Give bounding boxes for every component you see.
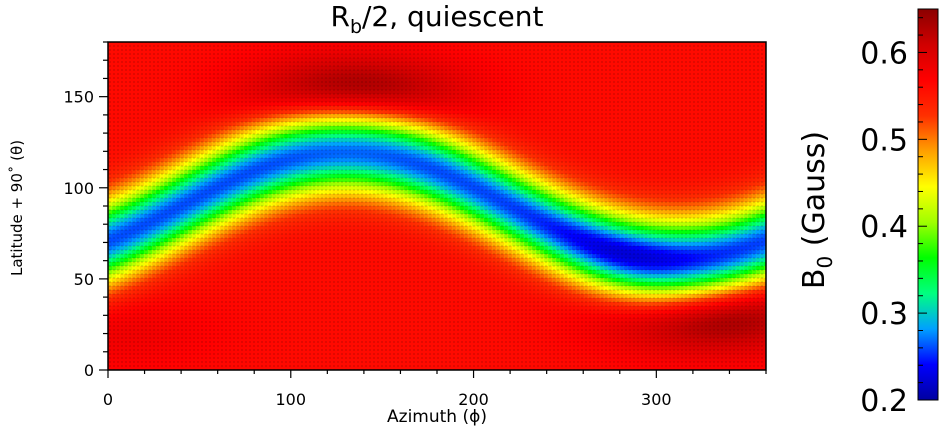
x-axis-label: Azimuth (ϕ): [387, 407, 487, 427]
colorbar-tick-label: 0.5: [860, 123, 908, 158]
colorbar-tick-label: 0.4: [860, 210, 908, 245]
colorbar-tick-label: 0.2: [860, 384, 908, 419]
colorbar-tick-label: 0.6: [860, 36, 908, 71]
x-axis: 0 100 200 300: [103, 370, 767, 409]
y-tick-label: 150: [63, 88, 94, 107]
y-tick-label: 50: [74, 270, 94, 289]
x-tick-label: 200: [458, 390, 489, 409]
y-tick-label: 0: [84, 361, 94, 380]
heatmap: [108, 42, 766, 370]
x-tick-label: 300: [641, 390, 672, 409]
y-axis: 0 50 100 150: [63, 41, 108, 380]
chart-title: Rb/2, quiescent: [330, 0, 543, 38]
x-tick-label: 0: [103, 390, 113, 409]
colorbar-label: B0 (Gauss): [797, 131, 837, 289]
x-tick-label: 100: [276, 390, 307, 409]
colorbar-tick-label: 0.3: [860, 297, 908, 332]
colorbar: [917, 8, 939, 401]
colorbar-ticks: 0.2 0.3 0.4 0.5 0.6: [860, 17, 927, 419]
y-tick-label: 100: [63, 179, 94, 198]
y-axis-label: Latitude + 90˚ (θ): [8, 140, 26, 276]
